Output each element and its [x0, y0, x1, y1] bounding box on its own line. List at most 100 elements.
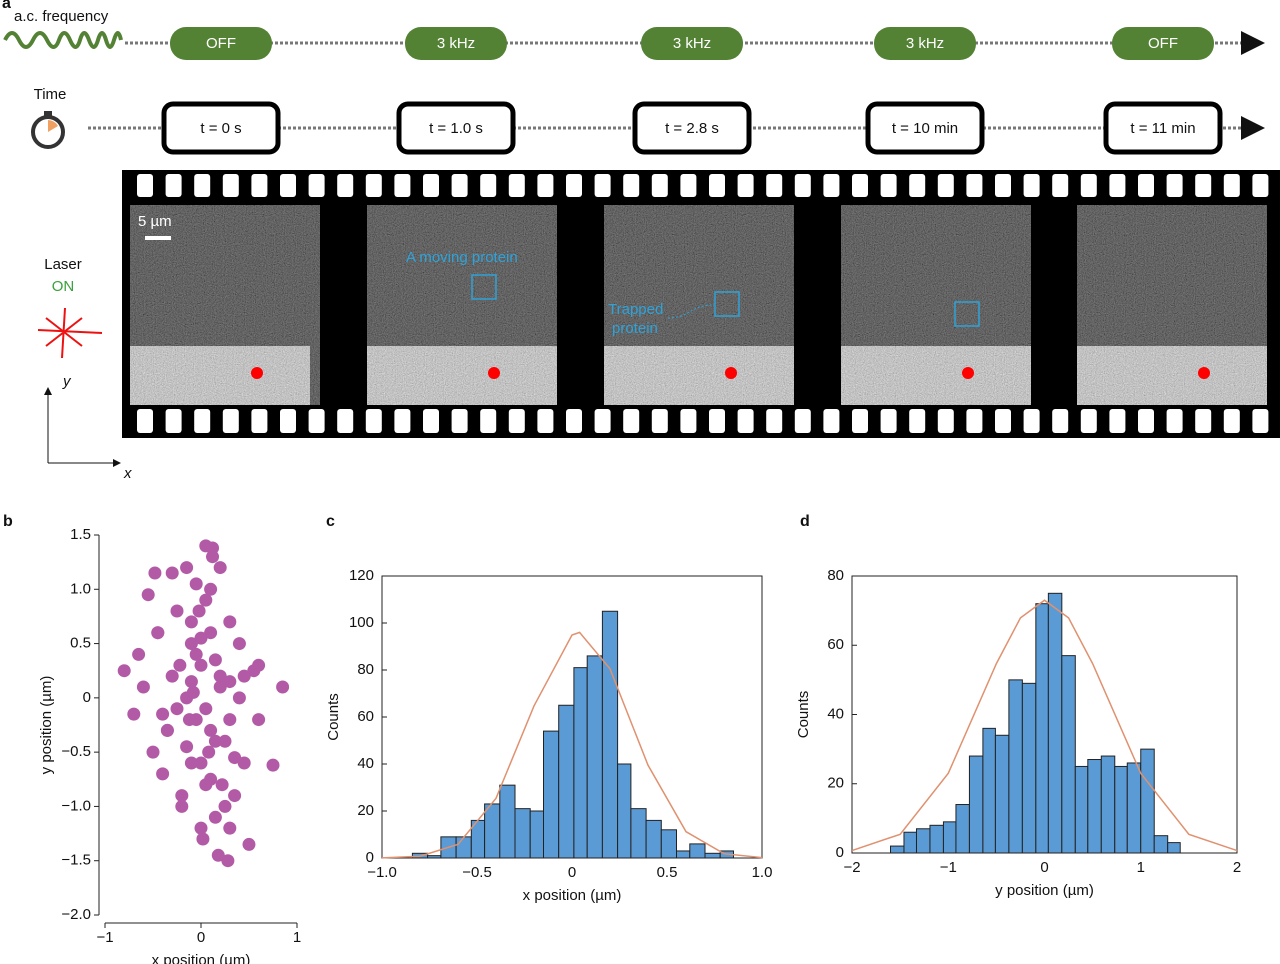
histogram-bar	[645, 819, 662, 859]
y-tick-label: 80	[357, 661, 374, 678]
sprocket-hole	[1166, 409, 1183, 433]
sprocket-hole	[1080, 174, 1097, 197]
stopwatch-fill	[48, 120, 58, 132]
laser-spot	[1198, 367, 1210, 379]
pill-shape	[170, 27, 272, 60]
histogram-bar	[942, 821, 957, 854]
scatter-point	[192, 604, 206, 618]
scatter-point	[204, 626, 218, 640]
x-tick-label: −1	[96, 929, 113, 946]
scatter-point	[266, 758, 280, 772]
scatter-point	[127, 707, 141, 721]
y-axis-title: y position (µm)	[38, 676, 55, 775]
sprocket-hole	[594, 174, 611, 197]
fit-curve	[851, 599, 1238, 852]
x-tick-label: 0	[568, 864, 576, 881]
y-axis-title: Counts	[325, 693, 342, 741]
scatter-point	[189, 577, 203, 591]
sprocket-hole	[1109, 174, 1126, 197]
scatter-point	[156, 707, 170, 721]
histogram-bar	[1126, 762, 1142, 854]
sprocket-hole	[794, 174, 811, 197]
panel-label: a	[2, 0, 11, 12]
laser-label: Laser	[44, 256, 82, 273]
annotation: A moving protein	[406, 249, 518, 266]
sprocket-hole	[222, 409, 239, 433]
histogram-bar	[630, 808, 647, 859]
scatter-point	[242, 837, 256, 851]
time-box	[632, 101, 752, 155]
sprocket-hole	[394, 174, 411, 197]
sprocket-hole	[1223, 409, 1240, 433]
y-tick-label: 0	[83, 689, 91, 706]
histogram-bar	[499, 784, 516, 859]
stopwatch-button	[44, 111, 52, 116]
scatter-point	[204, 723, 218, 737]
annotation: Trapped	[608, 301, 663, 318]
sprocket-hole	[137, 409, 153, 433]
sprocket-hole	[1252, 409, 1269, 433]
histogram-bar	[1140, 748, 1155, 854]
sprocket-hole	[680, 174, 697, 197]
scatter-point	[151, 626, 165, 640]
time-box	[161, 101, 281, 155]
sprocket-hole	[1195, 409, 1212, 433]
image-frame	[1077, 205, 1267, 405]
scatter-point	[186, 685, 200, 699]
scatter-point	[199, 593, 213, 607]
histogram-bar	[968, 755, 984, 854]
histogram-bar	[573, 667, 588, 859]
x-axis-title: x position (µm)	[152, 952, 251, 964]
protein-box	[714, 291, 740, 317]
time-label: Time	[34, 86, 67, 103]
scatter-point	[223, 821, 237, 835]
frame-bright	[367, 346, 557, 405]
sprocket-hole	[766, 409, 783, 433]
x-tick-label: 2	[1233, 859, 1241, 876]
sprocket-hole	[1052, 174, 1069, 197]
scatter-point	[221, 854, 235, 868]
sprocket-hole	[709, 409, 725, 433]
scatter-point	[228, 751, 242, 765]
wave-icon	[3, 31, 123, 49]
y-tick-label: −1.5	[61, 852, 91, 869]
scatter-point	[117, 664, 131, 678]
scatter-point	[199, 702, 213, 716]
scatter-point	[228, 789, 242, 803]
sprocket-hole	[165, 174, 182, 197]
scatter-point	[252, 658, 266, 672]
time-box	[1103, 101, 1223, 155]
scatter-point	[184, 675, 198, 689]
y-tick-label: 80	[827, 567, 844, 584]
scatter-point	[204, 772, 218, 786]
x-tick-label: 0.5	[657, 864, 678, 881]
scatter-point	[206, 550, 220, 564]
y-tick-label: −0.5	[61, 743, 91, 760]
laser-spot	[962, 367, 974, 379]
sprocket-hole	[194, 174, 211, 197]
histogram-bar	[1074, 765, 1089, 854]
sprocket-hole	[737, 409, 754, 433]
frequency-label: a.c. frequency	[14, 8, 109, 25]
sprocket-hole	[451, 409, 468, 433]
scatter-point	[218, 734, 232, 748]
sprocket-hole	[308, 409, 325, 433]
scatter-point	[215, 778, 229, 792]
scatter-point	[132, 647, 146, 661]
sprocket-hole	[1223, 174, 1240, 197]
sprocket-hole	[451, 174, 468, 197]
pill-shape	[641, 27, 743, 60]
scatter-point	[208, 653, 222, 667]
frequency-pill: 3 kHz	[405, 27, 507, 60]
sprocket-hole	[308, 174, 325, 197]
sprocket-hole	[909, 409, 926, 433]
time-value: t = 11 min	[1130, 120, 1195, 137]
scatter-point	[180, 561, 194, 575]
time-value: t = 2.8 s	[665, 120, 719, 137]
y-tick-label: 1.0	[70, 580, 91, 597]
sprocket-hole	[852, 174, 868, 197]
sprocket-hole	[337, 174, 354, 197]
y-tick-label: −1.0	[61, 797, 91, 814]
histogram-bar	[915, 828, 931, 854]
sprocket-hole	[1023, 409, 1040, 433]
